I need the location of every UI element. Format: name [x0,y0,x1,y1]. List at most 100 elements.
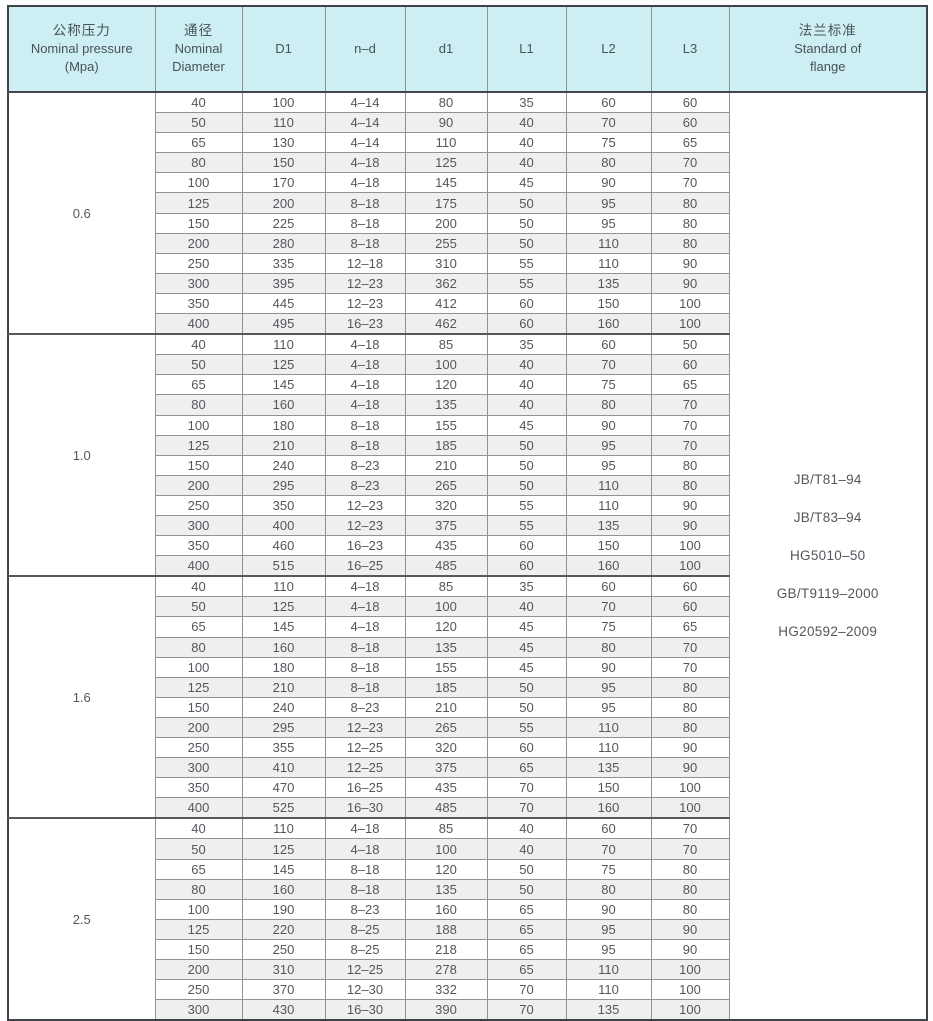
table-cell: 210 [404,454,488,476]
table-cell: 70 [650,394,730,416]
table-cell: 65 [650,374,730,396]
table-cell: 160 [565,797,652,819]
table-cell: 145 [241,374,326,396]
table-cell: 80 [650,898,730,920]
table-cell: 65 [154,616,243,638]
header-diameter-en1: Nominal [174,41,223,56]
table-cell: 12–25 [324,736,406,759]
table-cell: 65 [154,374,243,396]
table-cell: 8–23 [324,898,406,920]
table-cell: 110 [565,252,652,274]
table-cell: 150 [154,212,243,234]
table-row: 350 470 16–25 435 70 150 100 [8,777,927,799]
table-cell: 310 [404,252,488,274]
table-cell: 200 [154,959,243,981]
table-cell: 35 [486,333,567,356]
table-cell: 390 [404,999,488,1021]
table-cell: 300 [154,757,243,779]
table-cell: 80 [650,858,730,880]
table-cell: 50 [154,838,243,860]
table-cell: 60 [486,535,567,557]
table-cell: 350 [154,777,243,799]
table-cell: 60 [486,555,567,577]
standard-line: JB/T81–94 [793,472,862,488]
table-cell: 50 [486,696,567,718]
table-cell: 460 [241,535,326,557]
table-cell: 95 [565,696,652,718]
table-cell: 100 [650,535,730,557]
table-cell: 280 [241,232,326,254]
table-cell: 90 [650,252,730,274]
table-cell: 80 [565,636,652,658]
table-cell: 100 [241,91,326,114]
table-cell: 130 [241,132,326,154]
table-cell: 65 [154,132,243,154]
table-cell: 90 [565,172,652,194]
table-cell: 145 [241,616,326,638]
table-cell: 100 [154,656,243,678]
header-pressure-zh: 公称压力 [52,23,111,38]
header-diameter-en2: Diameter [172,59,225,74]
table-cell: 60 [565,333,652,356]
table-cell: 12–30 [324,979,406,1001]
table-cell: 160 [565,313,652,335]
table-row: 80 150 4–18 125 40 80 70 [8,152,927,174]
table-cell: 8–18 [324,636,406,658]
table-cell: 55 [486,272,567,294]
table-cell: 80 [650,696,730,718]
table-cell: 135 [565,272,652,294]
table-cell: 70 [650,434,730,456]
table-cell: 80 [154,636,243,658]
table-cell: 110 [241,333,326,356]
table-cell: 525 [241,797,326,819]
standard-line: JB/T83–94 [793,510,862,526]
table-cell: 80 [650,878,730,900]
pressure-cell: 0.6 [7,91,156,335]
table-cell: 70 [650,152,730,174]
table-cell: 110 [565,232,652,254]
table-cell: 4–18 [324,596,406,618]
table-cell: 40 [486,838,567,860]
table-cell: 135 [565,999,652,1021]
table-cell: 125 [241,354,326,376]
table-row: 50 125 4–18 100 40 70 60 [8,596,927,618]
table-cell: 80 [404,91,488,114]
table-cell: 100 [650,999,730,1021]
table-cell: 100 [650,777,730,799]
table-cell: 4–14 [324,112,406,134]
standard-line: GB/T9119–2000 [776,586,879,602]
table-cell: 100 [154,414,243,436]
table-row: 80 160 8–18 135 45 80 70 [8,636,927,658]
table-cell: 395 [241,272,326,294]
table-cell: 60 [565,817,652,840]
table-cell: 75 [565,858,652,880]
table-cell: 50 [486,212,567,234]
table-cell: 375 [404,514,488,537]
table-cell: 180 [241,414,326,436]
table-cell: 95 [565,676,652,698]
table-cell: 8–18 [324,878,406,900]
table-row: 150 250 8–25 218 65 95 90 [8,938,927,961]
table-cell: 50 [486,878,567,900]
table-cell: 125 [154,434,243,456]
table-row: 100 190 8–23 160 65 90 80 [8,898,927,920]
table-cell: 4–14 [324,91,406,114]
table-cell: 4–18 [324,817,406,840]
table-cell: 188 [404,918,488,940]
table-cell: 90 [565,656,652,678]
table-cell: 70 [650,414,730,436]
table-cell: 70 [486,979,567,1001]
table-cell: 8–25 [324,938,406,961]
table-cell: 80 [565,152,652,174]
table-cell: 80 [565,394,652,416]
table-cell: 85 [404,817,488,840]
table-cell: 50 [154,354,243,376]
header-row: 公称压力 Nominal pressure (Mpa) 通径 Nominal D… [7,5,928,93]
table-cell: 75 [565,616,652,638]
header-cell-pressure: 公称压力 Nominal pressure (Mpa) [7,5,156,93]
table-cell: 125 [241,838,326,860]
table-cell: 430 [241,999,326,1021]
table-cell: 310 [241,959,326,981]
table-cell: 65 [486,959,567,981]
table-cell: 160 [241,878,326,900]
